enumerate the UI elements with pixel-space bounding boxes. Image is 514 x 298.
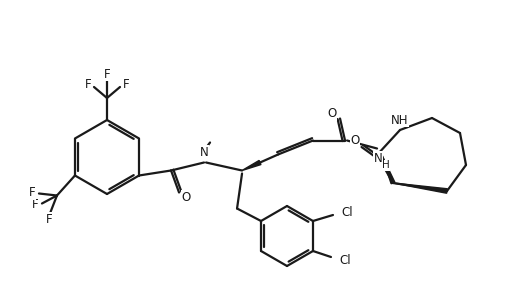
Text: Cl: Cl (339, 254, 351, 266)
Text: F: F (46, 213, 52, 226)
Polygon shape (393, 183, 447, 193)
Text: F: F (123, 78, 130, 91)
Text: O: O (351, 134, 360, 147)
Polygon shape (381, 153, 395, 184)
Text: O: O (181, 191, 191, 204)
Text: N: N (199, 146, 208, 159)
Text: F: F (32, 198, 38, 211)
Text: NH: NH (391, 114, 409, 126)
Polygon shape (242, 160, 261, 170)
Text: H: H (382, 161, 390, 170)
Text: F: F (104, 68, 111, 80)
Text: F: F (85, 78, 91, 91)
Text: O: O (327, 107, 337, 120)
Text: F: F (29, 186, 35, 199)
Text: Cl: Cl (341, 206, 353, 218)
Text: N: N (374, 152, 382, 165)
